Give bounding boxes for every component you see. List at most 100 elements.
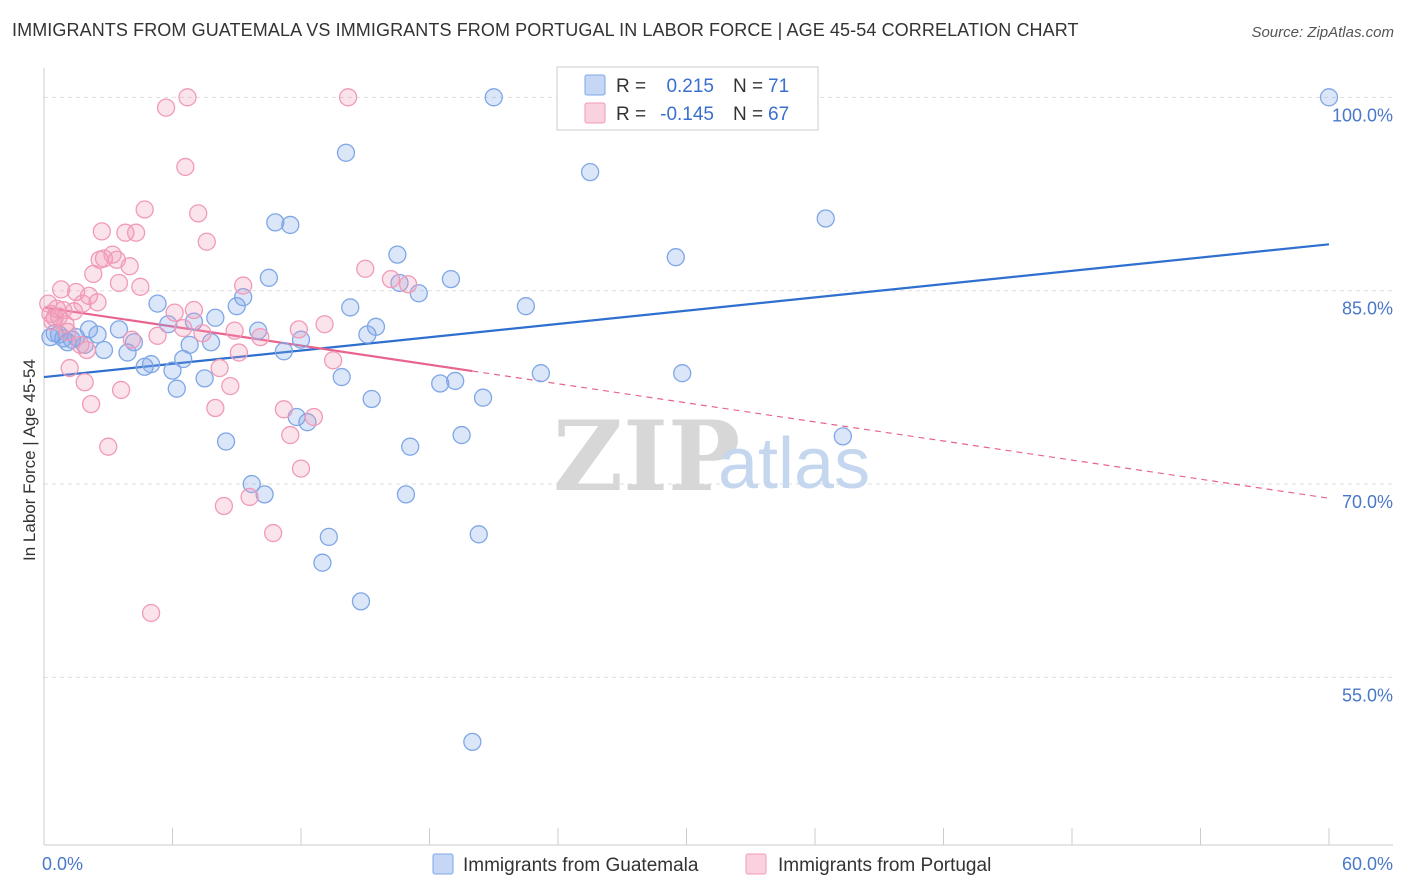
point-guatemala-13 xyxy=(124,333,144,352)
point-guatemala-55 xyxy=(446,371,465,391)
legend-n-value-portugal: 67 xyxy=(768,104,789,125)
point-guatemala-59 xyxy=(473,388,493,407)
watermark: ZIP atlas xyxy=(553,400,870,513)
point-guatemala-65 xyxy=(673,364,692,383)
point-guatemala-64 xyxy=(666,248,685,267)
point-guatemala-61 xyxy=(516,297,536,316)
point-portugal-61 xyxy=(315,315,334,334)
legend-r-label-guatemala: R = xyxy=(616,76,646,97)
point-guatemala-23 xyxy=(195,369,214,388)
point-portugal-37 xyxy=(156,98,176,117)
point-portugal-46 xyxy=(206,398,225,418)
point-portugal-62 xyxy=(323,351,343,370)
legend-r-value-portugal: -0.145 xyxy=(660,104,714,125)
source-credit: Source: ZipAtlas.com xyxy=(1251,24,1394,41)
point-portugal-66 xyxy=(398,275,418,294)
legend-box: R = 0.215 N = 71 R = -0.145 N = 67 xyxy=(556,66,819,131)
point-portugal-57 xyxy=(281,425,300,445)
data-points xyxy=(39,88,1339,752)
point-guatemala-47 xyxy=(366,317,386,336)
axes xyxy=(43,68,1393,846)
y-tick-label-2: 85.0% xyxy=(1342,299,1393,319)
point-portugal-44 xyxy=(193,324,212,343)
point-guatemala-9 xyxy=(88,325,107,344)
point-portugal-22 xyxy=(92,222,111,241)
point-guatemala-63 xyxy=(580,162,600,182)
point-portugal-16 xyxy=(77,340,96,360)
point-guatemala-53 xyxy=(431,374,450,393)
point-guatemala-10 xyxy=(94,340,114,360)
point-guatemala-54 xyxy=(441,269,461,289)
y-axis-label: In Labor Force | Age 45-54 xyxy=(20,359,39,561)
point-portugal-54 xyxy=(251,327,270,347)
point-portugal-55 xyxy=(264,523,283,543)
point-guatemala-56 xyxy=(452,425,471,445)
point-guatemala-68 xyxy=(833,427,852,446)
y-tick-label-1: 70.0% xyxy=(1342,492,1393,512)
point-guatemala-57 xyxy=(463,732,482,752)
point-portugal-40 xyxy=(176,157,195,177)
point-portugal-50 xyxy=(225,321,244,340)
point-portugal-59 xyxy=(291,459,311,478)
point-portugal-31 xyxy=(122,330,141,349)
point-portugal-41 xyxy=(178,88,197,107)
bottom-legend-label-guatemala: Immigrants from Guatemala xyxy=(463,855,699,876)
point-portugal-18 xyxy=(81,394,101,414)
point-guatemala-60 xyxy=(484,88,503,107)
point-guatemala-41 xyxy=(332,367,351,387)
point-guatemala-35 xyxy=(281,215,300,235)
point-guatemala-8 xyxy=(79,320,99,339)
point-guatemala-18 xyxy=(163,361,182,380)
bottom-legend-label-portugal: Immigrants from Portugal xyxy=(778,855,991,876)
point-portugal-6 xyxy=(51,280,71,299)
y-tick-label-0: 55.0% xyxy=(1342,685,1393,705)
point-guatemala-27 xyxy=(227,297,246,316)
point-portugal-28 xyxy=(111,380,131,400)
point-portugal-51 xyxy=(229,343,249,362)
x-tick-label-1: 60.0% xyxy=(1342,854,1393,874)
watermark-atlas: atlas xyxy=(718,424,870,504)
point-portugal-33 xyxy=(131,277,150,296)
point-portugal-65 xyxy=(381,269,401,289)
point-guatemala-40 xyxy=(313,553,332,572)
point-guatemala-32 xyxy=(259,268,279,287)
point-portugal-10 xyxy=(60,358,79,378)
legend-swatch-guatemala xyxy=(584,74,606,96)
point-portugal-30 xyxy=(120,257,139,276)
point-portugal-24 xyxy=(99,437,118,456)
point-portugal-47 xyxy=(210,358,229,378)
legend-swatch-portugal xyxy=(584,102,606,124)
point-guatemala-69 xyxy=(1319,88,1339,107)
point-portugal-63 xyxy=(338,88,358,107)
point-guatemala-31 xyxy=(255,485,274,504)
point-portugal-42 xyxy=(184,300,204,320)
x-tick-labels: 0.0% 60.0% xyxy=(42,854,1393,874)
point-portugal-15 xyxy=(75,373,94,392)
point-guatemala-51 xyxy=(401,437,420,456)
point-guatemala-33 xyxy=(266,213,285,232)
point-guatemala-26 xyxy=(216,432,236,451)
point-portugal-39 xyxy=(174,318,193,338)
point-guatemala-50 xyxy=(396,485,416,504)
point-guatemala-62 xyxy=(531,364,551,383)
point-guatemala-58 xyxy=(469,525,488,544)
point-guatemala-16 xyxy=(148,294,167,313)
point-guatemala-11 xyxy=(109,320,129,339)
trend-line-portugal-extension xyxy=(472,370,1330,499)
point-guatemala-21 xyxy=(180,335,199,354)
chart-title: IMMIGRANTS FROM GUATEMALA VS IMMIGRANTS … xyxy=(12,20,1079,40)
legend-n-label-portugal: N = xyxy=(733,104,763,125)
grid-lines xyxy=(44,96,1393,678)
point-portugal-43 xyxy=(189,204,208,223)
point-portugal-34 xyxy=(135,200,154,219)
bottom-legend-swatch-guatemala xyxy=(432,853,454,875)
point-portugal-32 xyxy=(126,223,146,242)
point-portugal-27 xyxy=(109,273,129,293)
point-guatemala-42 xyxy=(336,143,356,162)
point-portugal-64 xyxy=(356,259,375,278)
point-portugal-52 xyxy=(234,276,253,295)
bottom-legend-swatch-portugal xyxy=(745,853,767,875)
legend-r-value-guatemala: 0.215 xyxy=(666,76,714,97)
point-portugal-9 xyxy=(58,322,77,342)
legend-n-label-guatemala: N = xyxy=(733,76,763,97)
